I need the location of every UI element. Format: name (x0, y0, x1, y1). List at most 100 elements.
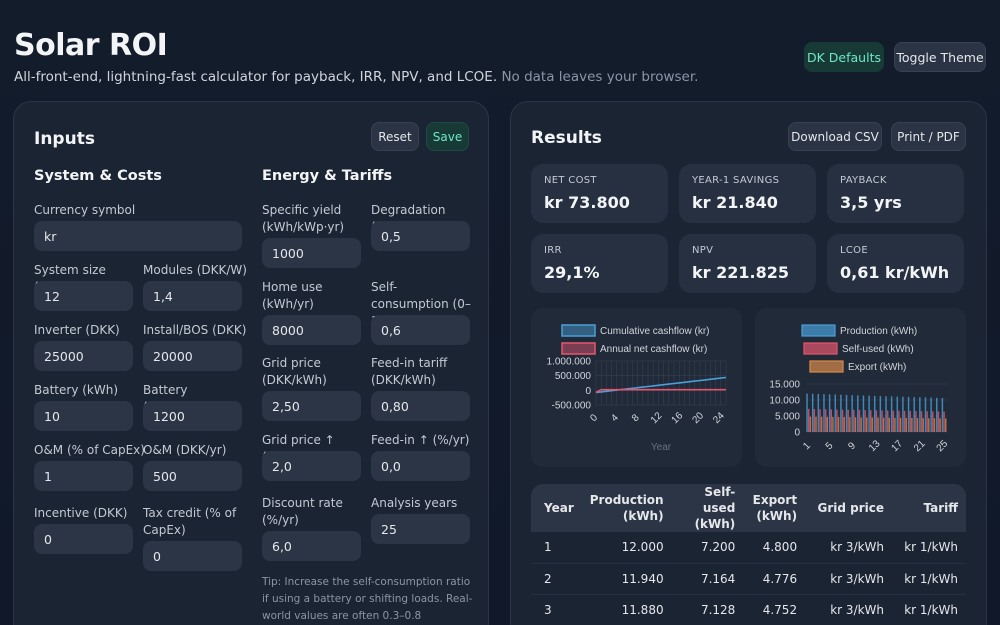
x-tick-label: 16 (670, 410, 686, 426)
cell-tariff: kr 1/kWh (892, 532, 966, 564)
table-row: 3 11.880 7.128 4.752 kr 3/kWh kr 1/kWh (531, 594, 966, 625)
bar (916, 418, 919, 432)
battery-label: Battery (kWh) (34, 383, 119, 397)
y-tick-label: 1.000.000 (547, 357, 592, 368)
cell-grid-price: kr 3/kWh (805, 594, 893, 625)
dk-defaults-button[interactable]: DK Defaults (804, 42, 884, 72)
om-pct-input[interactable]: 1 (34, 461, 133, 491)
feed-in-growth-input[interactable]: 0,0 (371, 451, 470, 481)
bar (939, 418, 941, 432)
om-abs-input[interactable]: 500 (143, 461, 242, 491)
kpi-label: NPV (692, 245, 714, 256)
kpi-label: LCOE (840, 245, 868, 256)
bar (847, 409, 849, 432)
bar (811, 393, 814, 432)
reset-button[interactable]: Reset (371, 122, 419, 151)
cell-production: 11.880 (581, 594, 672, 625)
app-title: Solar ROI (14, 28, 168, 63)
cell-year: 3 (531, 594, 582, 625)
cell-export: 4.776 (743, 563, 806, 595)
incentive-label: Incentive (DKK) (34, 506, 128, 520)
legend-swatch (561, 342, 596, 355)
y-tick-label: 5.000 (775, 412, 800, 423)
cashflow-chart: Cumulative cashflow (kr) Annual net cashf… (547, 324, 727, 453)
currency-input[interactable]: kr (34, 221, 242, 251)
bar (907, 396, 910, 432)
kpi-value: kr 21.840 (692, 193, 778, 212)
y-tick-label: -500.000 (552, 401, 592, 412)
inputs-title: Inputs (34, 129, 95, 149)
save-button[interactable]: Save (426, 122, 469, 151)
legend-label: Export (kWh) (848, 362, 906, 373)
bar (877, 417, 879, 432)
col-self-used: Self-used (kWh) (694, 485, 736, 531)
legend-swatch (809, 360, 844, 373)
battery-cost-input[interactable]: 1200 (143, 401, 242, 431)
grid-price-growth-input[interactable]: 2,0 (262, 451, 361, 481)
tax-credit-input[interactable]: 0 (143, 541, 242, 571)
incentive-input[interactable]: 0 (34, 524, 133, 554)
x-tick-label: 5 (824, 440, 836, 452)
bar (840, 394, 842, 432)
legend-swatch (801, 324, 836, 337)
bar (819, 409, 821, 432)
feed-in-input[interactable]: 0,80 (371, 391, 470, 421)
bar (882, 417, 885, 432)
bar (898, 410, 900, 432)
cell-self-used: 7.164 (671, 563, 744, 595)
kpi-npv: NPV kr 221.825 (679, 234, 816, 293)
bar (890, 396, 893, 432)
analysis-years-input[interactable]: 25 (371, 514, 470, 544)
install-input[interactable]: 20000 (143, 341, 242, 371)
bar (871, 417, 874, 432)
bar (913, 397, 915, 432)
battery-input[interactable]: 10 (34, 401, 133, 431)
home-use-input[interactable]: 8000 (262, 315, 361, 345)
bar (806, 393, 808, 432)
y-tick-label: 0 (585, 386, 591, 397)
cell-export: 4.752 (743, 594, 806, 625)
grid-price-input[interactable]: 2,50 (262, 391, 361, 421)
cell-year: 2 (531, 563, 582, 595)
bar (866, 417, 868, 432)
kpi-value: 3,5 yrs (840, 193, 902, 212)
self-consumption-input[interactable]: 0,6 (371, 315, 470, 345)
x-tick-label: 13 (867, 438, 883, 454)
inverter-input[interactable]: 25000 (34, 341, 133, 371)
system-size-input[interactable]: 12 (34, 281, 133, 311)
cell-tariff: kr 1/kWh (892, 594, 966, 625)
table-header-row: Year Production (kWh) Self-used (kWh) Ex… (531, 484, 966, 532)
bar (881, 410, 883, 432)
bar (860, 417, 862, 432)
x-tick-label: 1 (801, 440, 813, 452)
bar (815, 416, 817, 432)
col-export: Export (kWh) (752, 493, 798, 523)
kpi-value: 0,61 kr/kWh (840, 263, 950, 282)
col-tariff: Tariff (923, 501, 959, 515)
bar (924, 397, 927, 432)
inverter-label: Inverter (DKK) (34, 323, 120, 337)
bar (817, 393, 820, 432)
specific-yield-input[interactable]: 1000 (262, 238, 361, 268)
bar (920, 411, 923, 432)
cashflow-chart-panel: Cumulative cashflow (kr) Annual net cashf… (531, 308, 742, 467)
download-csv-button[interactable]: Download CSV (788, 122, 882, 151)
results-title: Results (531, 128, 602, 148)
kpi-net-cost: NET COST kr 73.800 (531, 164, 668, 223)
bar (915, 411, 917, 432)
discount-rate-input[interactable]: 6,0 (262, 531, 361, 561)
bar (836, 409, 838, 432)
system-costs-title: System & Costs (34, 168, 162, 184)
bar (922, 418, 924, 432)
col-grid-price: Grid price (817, 501, 885, 515)
bar (894, 417, 896, 432)
toggle-theme-button[interactable]: Toggle Theme (894, 42, 986, 72)
legend-swatch (561, 324, 596, 337)
legend-label: Production (kWh) (840, 326, 917, 337)
degradation-input[interactable]: 0,5 (371, 221, 470, 251)
bar (879, 396, 882, 432)
print-pdf-button[interactable]: Print / PDF (891, 122, 966, 151)
bar (834, 394, 836, 432)
modules-input[interactable]: 1,4 (143, 281, 242, 311)
bar (851, 395, 853, 432)
